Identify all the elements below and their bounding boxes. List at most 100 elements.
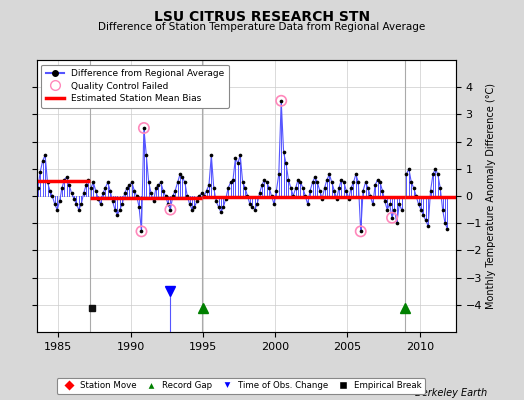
Point [142, 152, 150, 158]
Point [219, 204, 227, 210]
Legend: Difference from Regional Average, Quality Control Failed, Estimated Station Mean: Difference from Regional Average, Qualit… [41, 64, 229, 108]
Point [161, 193, 170, 199]
Point [277, 98, 286, 104]
Point [429, 171, 437, 178]
Point [359, 187, 367, 194]
Point [166, 206, 174, 213]
Point [255, 190, 264, 196]
Point [275, 171, 283, 178]
Point [224, 185, 233, 191]
Point [407, 179, 416, 186]
Point [210, 185, 218, 191]
Point [164, 201, 172, 207]
Point [243, 193, 252, 199]
Point [234, 160, 242, 166]
Point [267, 193, 276, 199]
Point [320, 185, 329, 191]
Point [108, 198, 117, 205]
Point [80, 190, 88, 196]
Point [183, 193, 191, 199]
Point [72, 201, 81, 207]
Point [89, 179, 97, 186]
Point [291, 185, 300, 191]
Point [145, 179, 153, 186]
Point [289, 193, 298, 199]
Point [133, 193, 141, 199]
Point [181, 179, 189, 186]
Point [123, 185, 131, 191]
Point [62, 174, 71, 180]
Point [173, 179, 182, 186]
Point [229, 176, 237, 183]
Point [439, 206, 447, 213]
Point [106, 187, 114, 194]
Point [96, 201, 105, 207]
Y-axis label: Monthly Temperature Anomaly Difference (°C): Monthly Temperature Anomaly Difference (… [486, 83, 496, 309]
Point [169, 193, 177, 199]
Point [412, 193, 420, 199]
Point [140, 125, 148, 131]
Point [443, 226, 452, 232]
Point [410, 185, 418, 191]
Point [185, 201, 194, 207]
Point [431, 166, 440, 172]
Point [111, 206, 119, 213]
Point [41, 152, 49, 158]
Point [265, 185, 274, 191]
Point [424, 223, 432, 229]
Point [130, 187, 138, 194]
Point [299, 185, 307, 191]
Point [84, 176, 93, 183]
Point [104, 179, 112, 186]
Point [436, 185, 444, 191]
Point [318, 196, 326, 202]
Point [77, 201, 85, 207]
Point [390, 206, 399, 213]
Point [154, 182, 162, 188]
Point [347, 185, 355, 191]
Point [34, 185, 42, 191]
Point [43, 179, 52, 186]
Point [121, 190, 129, 196]
Point [253, 201, 261, 207]
Point [330, 187, 339, 194]
Point [193, 198, 201, 205]
Point [178, 174, 187, 180]
Point [152, 185, 160, 191]
Point [378, 187, 387, 194]
Point [395, 201, 403, 207]
Point [241, 185, 249, 191]
Point [414, 201, 423, 207]
Point [337, 176, 346, 183]
Point [200, 193, 209, 199]
Point [366, 193, 375, 199]
Legend: Station Move, Record Gap, Time of Obs. Change, Empirical Break: Station Move, Record Gap, Time of Obs. C… [57, 378, 425, 394]
Point [301, 193, 310, 199]
Point [171, 187, 179, 194]
Point [56, 198, 64, 205]
Point [342, 187, 351, 194]
Point [287, 185, 295, 191]
Point [166, 206, 174, 213]
Point [352, 171, 360, 178]
Point [315, 187, 324, 194]
Point [323, 176, 331, 183]
Point [198, 190, 206, 196]
Point [356, 228, 365, 234]
Text: Difference of Station Temperature Data from Regional Average: Difference of Station Temperature Data f… [99, 22, 425, 32]
Point [303, 201, 312, 207]
Point [231, 155, 239, 161]
Point [356, 228, 365, 234]
Point [344, 196, 353, 202]
Point [135, 204, 143, 210]
Point [422, 217, 430, 224]
Point [427, 187, 435, 194]
Point [306, 187, 314, 194]
Point [313, 179, 322, 186]
Point [335, 185, 343, 191]
Point [246, 201, 254, 207]
Point [116, 206, 124, 213]
Point [236, 152, 244, 158]
Point [398, 206, 406, 213]
Point [140, 125, 148, 131]
